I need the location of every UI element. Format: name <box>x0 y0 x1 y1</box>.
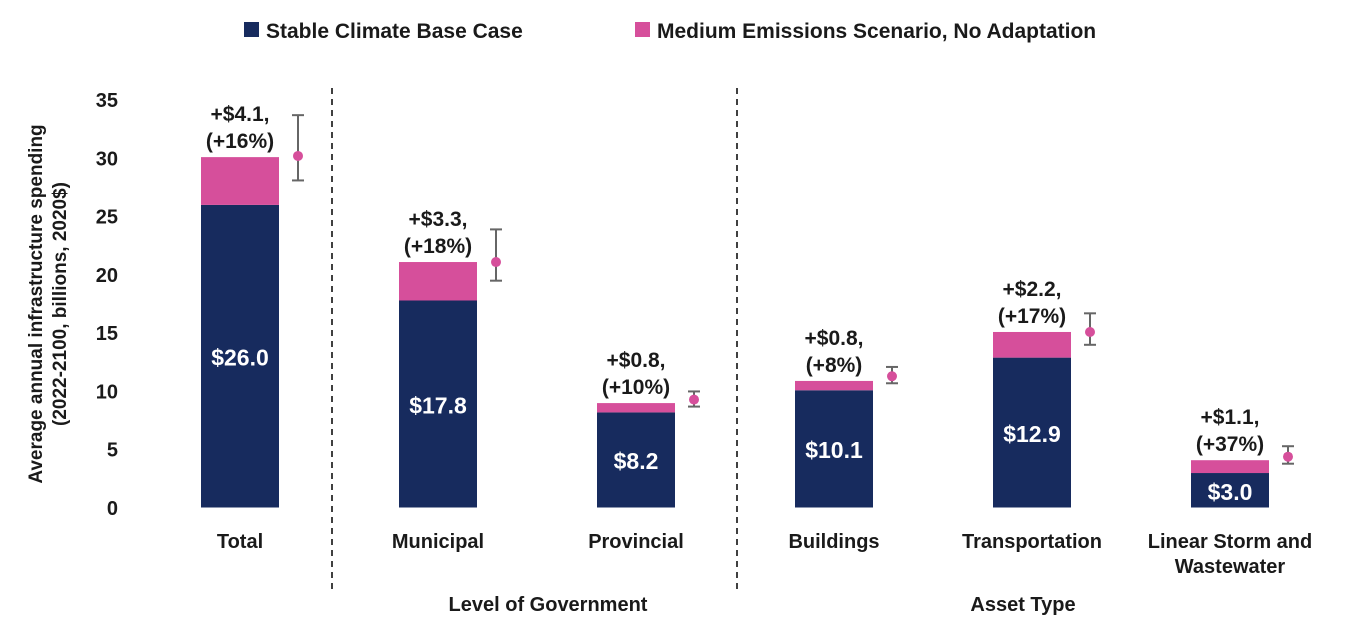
x-category-label-line: Total <box>217 531 263 553</box>
bar-base-segment <box>1191 473 1269 508</box>
bar-delta-label: +$0.8, (+8%) <box>805 327 864 377</box>
bar-delta-label-line: (+8%) <box>806 354 863 377</box>
legend-label-added: Medium Emissions Scenario, No Adaptation <box>657 20 1096 43</box>
bar-delta-label: +$1.1, (+37%) <box>1196 406 1264 456</box>
bar-delta-label-line: (+37%) <box>1196 433 1264 456</box>
bar-delta-label-line: (+16%) <box>206 130 274 153</box>
bar-base-segment <box>597 412 675 508</box>
legend: Stable Climate Base Case Medium Emissions… <box>244 20 1096 43</box>
bar-delta-label: +$2.2, (+17%) <box>998 278 1066 328</box>
error-bar-point <box>689 394 699 405</box>
x-group-label: Level of Government <box>449 594 648 616</box>
x-category-label: Buildings <box>788 531 879 553</box>
bar-value-label: $10.1 <box>805 437 863 463</box>
x-axis: Total Municipal Provincial Buildings Transpo… <box>131 507 1335 616</box>
bar-base-segment <box>993 357 1071 508</box>
bar-added-segment <box>399 262 477 301</box>
bar-base-segment <box>201 204 279 508</box>
error-bar-point <box>1283 451 1293 462</box>
x-category-label-line: Linear Storm and <box>1148 531 1312 553</box>
y-tick-label: 10 <box>96 381 118 403</box>
bar-value-label: $17.8 <box>409 392 467 418</box>
bar-delta-label: +$4.1, (+16%) <box>206 103 274 153</box>
x-category-label-line: Municipal <box>392 531 484 553</box>
bar-value-label: $26.0 <box>211 344 269 370</box>
bar-base-segment <box>399 300 477 508</box>
bar-delta-label-line: +$3.3, <box>409 208 468 231</box>
y-tick-label: 0 <box>107 498 118 520</box>
bar-value-label: $12.9 <box>1003 421 1061 447</box>
bar-delta-label-line: (+18%) <box>404 235 472 258</box>
bar-delta-label-line: (+17%) <box>998 305 1066 328</box>
x-category-label-line: Transportation <box>962 531 1102 553</box>
group-separators <box>331 88 738 592</box>
error-bar-point <box>1085 326 1095 337</box>
x-category-label-line: Provincial <box>588 531 684 553</box>
x-category-label: Municipal <box>392 531 484 553</box>
legend-label-base: Stable Climate Base Case <box>266 20 523 43</box>
error-bar-point <box>491 257 501 268</box>
bars: $26.0 +$4.1, (+16%) $17.8 +$3.3, (+18%) $8.2 +$… <box>201 103 1269 508</box>
x-category-label: Total <box>217 531 263 553</box>
x-category-label: Provincial <box>588 531 684 553</box>
y-axis-label-line: Average annual infrastructure spending <box>26 124 47 483</box>
legend-swatch-added <box>635 22 650 37</box>
bar-added-segment <box>795 380 873 391</box>
error-bars <box>292 114 1294 465</box>
y-axis-label: Average annual infrastructure spending (2… <box>26 124 71 483</box>
x-group-label: Asset Type <box>970 594 1075 616</box>
bar-added-segment <box>201 157 279 205</box>
y-tick-label: 35 <box>96 90 118 112</box>
y-tick-label: 25 <box>96 207 118 229</box>
bar-delta-label-line: +$0.8, <box>805 327 864 350</box>
legend-swatch-base <box>244 22 259 37</box>
y-tick-label: 15 <box>96 323 118 345</box>
error-bar-point <box>887 371 897 382</box>
y-tick-label: 30 <box>96 148 118 170</box>
bar-added-segment <box>597 403 675 413</box>
bar-base-segment <box>795 390 873 508</box>
bar-value-label: $3.0 <box>1208 479 1253 505</box>
y-axis-label-line: (2022-2100, billions, 2020$) <box>50 182 71 426</box>
x-category-label-line: Wastewater <box>1175 556 1286 578</box>
y-tick-label: 5 <box>107 440 118 462</box>
bar-delta-label-line: +$4.1, <box>211 103 270 126</box>
x-category-label: Linear Storm and Wastewater <box>1148 531 1312 578</box>
bar-delta-label-line: (+10%) <box>602 376 670 399</box>
bar-value-label: $8.2 <box>614 448 659 474</box>
bar-added-segment <box>1191 460 1269 474</box>
y-axis: 0 5 10 15 20 25 30 35 Average annual infrastruct… <box>26 90 118 520</box>
x-category-label-line: Buildings <box>788 531 879 553</box>
y-tick-label: 20 <box>96 265 118 287</box>
error-bar-point <box>293 150 303 161</box>
bar-delta-label: +$0.8, (+10%) <box>602 349 670 399</box>
bar-delta-label: +$3.3, (+18%) <box>404 208 472 258</box>
bar-delta-label-line: +$0.8, <box>607 349 666 372</box>
bar-added-segment <box>993 331 1071 358</box>
bar-delta-label-line: +$1.1, <box>1201 406 1260 429</box>
bar-delta-label-line: +$2.2, <box>1003 278 1062 301</box>
x-category-label: Transportation <box>962 531 1102 553</box>
